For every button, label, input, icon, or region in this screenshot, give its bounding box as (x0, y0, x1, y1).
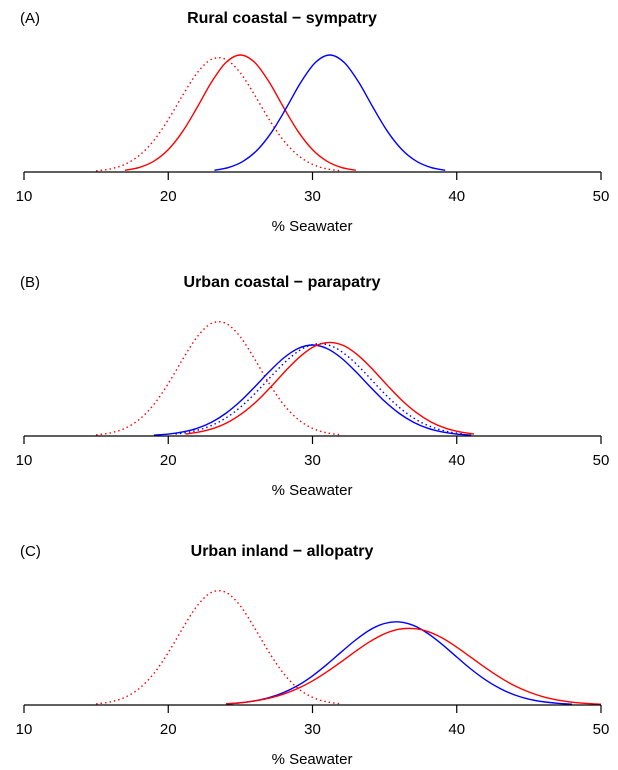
x-tick-label: 10 (16, 188, 33, 205)
x-tick-label: 50 (593, 452, 610, 469)
panel-label: (B) (20, 274, 40, 291)
x-tick-label: 40 (448, 188, 465, 205)
density-curve (96, 321, 342, 436)
x-axis-label: % Seawater (272, 751, 353, 768)
chart-title: Urban inland − allopatry (191, 543, 374, 560)
x-tick-label: 20 (160, 721, 177, 738)
x-tick-label: 20 (160, 188, 177, 205)
x-tick-label: 10 (16, 721, 33, 738)
panel-label: (A) (20, 10, 40, 27)
x-tick-label: 10 (16, 452, 33, 469)
x-axis-label: % Seawater (272, 218, 353, 235)
x-tick-label: 40 (448, 721, 465, 738)
x-tick-label: 50 (593, 721, 610, 738)
density-curve (214, 54, 446, 171)
density-curve (96, 57, 342, 172)
x-tick-label: 30 (304, 188, 321, 205)
chart-title: Rural coastal − sympatry (187, 10, 377, 27)
density-curve (96, 590, 342, 705)
x-tick-label: 50 (593, 188, 610, 205)
x-tick-label: 20 (160, 452, 177, 469)
x-tick-label: 30 (304, 721, 321, 738)
x-tick-label: 40 (448, 452, 465, 469)
x-tick-label: 30 (304, 452, 321, 469)
x-axis-label: % Seawater (272, 482, 353, 499)
chart-title: Urban coastal − parapatry (184, 274, 381, 291)
density-curve (153, 344, 472, 436)
panel-label: (C) (20, 543, 41, 560)
density-curve (225, 621, 573, 705)
density-curve (185, 341, 475, 435)
density-curve (225, 627, 602, 705)
density-curve (124, 54, 356, 171)
density-curve (175, 342, 465, 435)
